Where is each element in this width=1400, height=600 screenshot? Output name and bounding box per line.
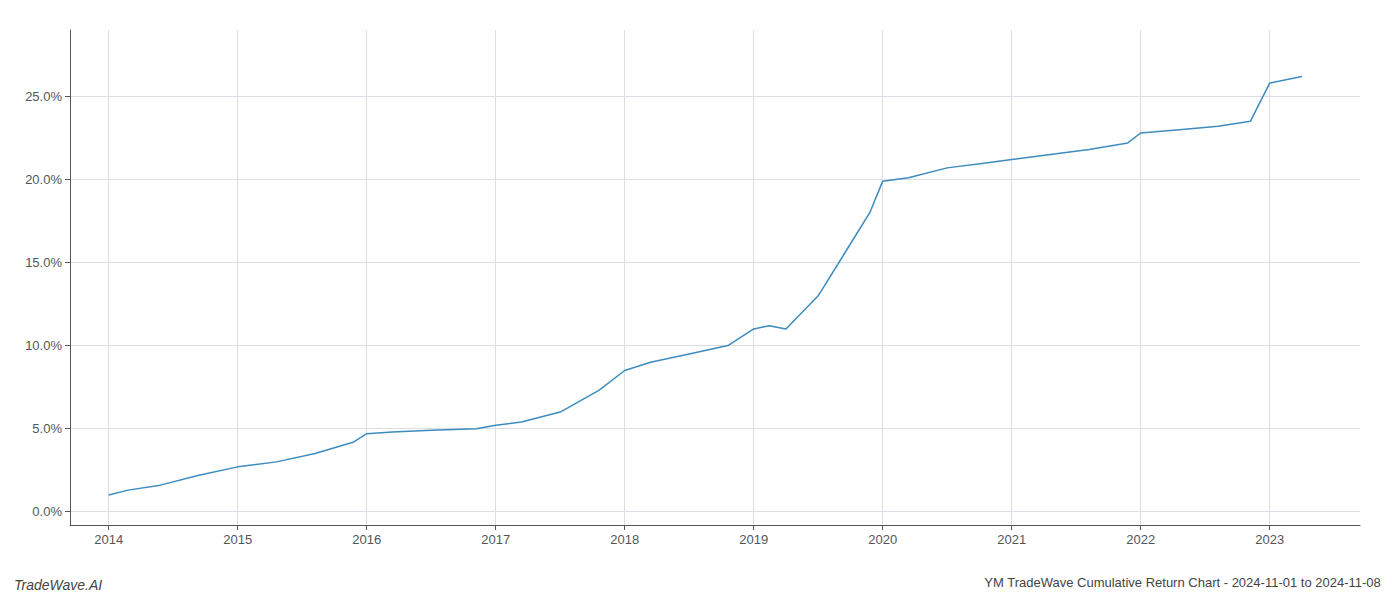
- svg-text:15.0%: 15.0%: [25, 255, 62, 270]
- svg-text:5.0%: 5.0%: [32, 421, 62, 436]
- svg-text:20.0%: 20.0%: [25, 172, 62, 187]
- svg-text:YM TradeWave Cumulative Return: YM TradeWave Cumulative Return Chart - 2…: [984, 575, 1380, 590]
- svg-text:10.0%: 10.0%: [25, 338, 62, 353]
- svg-text:2018: 2018: [610, 532, 639, 547]
- svg-text:2016: 2016: [352, 532, 381, 547]
- svg-text:2017: 2017: [481, 532, 510, 547]
- svg-text:2023: 2023: [1255, 532, 1284, 547]
- svg-text:2019: 2019: [739, 532, 768, 547]
- svg-text:2014: 2014: [94, 532, 123, 547]
- svg-text:TradeWave.AI: TradeWave.AI: [14, 577, 102, 593]
- svg-text:0.0%: 0.0%: [32, 504, 62, 519]
- svg-text:2020: 2020: [868, 532, 897, 547]
- svg-text:2021: 2021: [997, 532, 1026, 547]
- svg-text:25.0%: 25.0%: [25, 89, 62, 104]
- svg-text:2022: 2022: [1126, 532, 1155, 547]
- svg-text:2015: 2015: [223, 532, 252, 547]
